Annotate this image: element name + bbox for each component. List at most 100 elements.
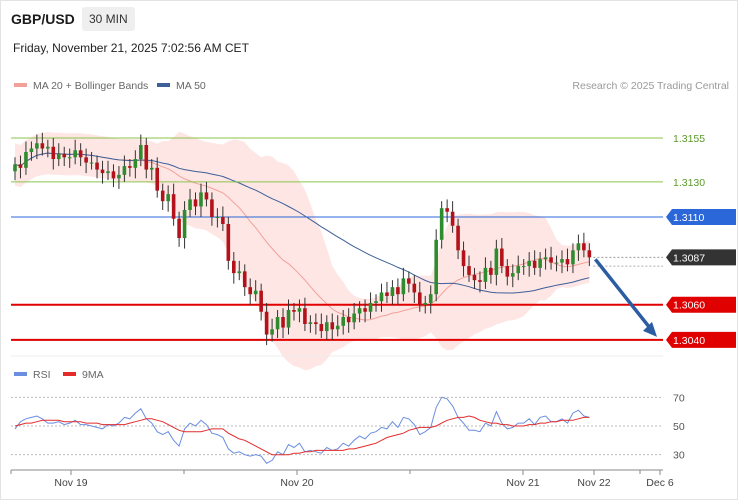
level-tag-1.3040 — [666, 331, 736, 348]
candle-body — [270, 329, 274, 335]
level-label-1.3155: 1.3155 — [673, 133, 705, 145]
candle-body — [160, 190, 165, 202]
candle-body — [303, 308, 307, 325]
candle-body — [51, 146, 56, 160]
x-tick-label: Nov 22 — [577, 477, 610, 489]
candle-body — [445, 208, 449, 212]
candle-body — [554, 262, 559, 264]
candle-body — [297, 308, 302, 312]
candle-body — [532, 260, 537, 268]
rsi-tick-50: 50 — [673, 421, 685, 433]
ma20-label: MA 20 + Bollinger Bands — [33, 80, 149, 92]
candle-body — [122, 166, 127, 175]
level-tag-1.3087 — [666, 249, 736, 266]
candle-body — [521, 266, 526, 268]
rsi-swatch — [14, 372, 27, 377]
candle-body — [423, 302, 428, 305]
candle-body — [450, 211, 455, 226]
candle-body — [324, 322, 329, 332]
candle-body — [385, 292, 389, 296]
candle-body — [248, 287, 253, 295]
candle-body — [543, 257, 548, 260]
candle-body — [253, 290, 258, 295]
candle-body — [286, 309, 291, 328]
rsi-tick-70: 70 — [673, 392, 685, 404]
candle-body — [242, 271, 247, 288]
candle-body — [560, 259, 564, 263]
candle-body — [177, 218, 181, 239]
candle-body — [352, 313, 356, 323]
candle-body — [18, 164, 23, 168]
level-label-1.3130: 1.3130 — [673, 177, 705, 189]
candle-body — [434, 239, 438, 295]
candle-body — [182, 209, 187, 239]
candle-body — [478, 280, 482, 282]
candle-body — [237, 271, 242, 274]
candle-body — [576, 243, 581, 251]
candle-body — [363, 308, 367, 312]
x-tick-label: Dec 6 — [646, 477, 674, 489]
candle-body — [193, 199, 198, 207]
ma50-swatch — [157, 83, 170, 88]
ma9-swatch — [63, 372, 76, 377]
candle-body — [292, 309, 296, 312]
candle-body — [139, 145, 143, 160]
candle-body — [24, 152, 28, 168]
candle-body — [587, 250, 592, 258]
candle-body — [571, 250, 575, 265]
ma20-swatch — [14, 83, 27, 88]
level-tag-1.3110 — [666, 208, 736, 225]
candle-body — [357, 308, 362, 314]
candle-body — [171, 194, 176, 219]
candle-body — [461, 250, 466, 267]
projection-arrow-head — [643, 321, 657, 337]
candle-body — [527, 260, 531, 267]
ma50-line — [14, 152, 590, 294]
candle-body — [149, 167, 154, 170]
candle-body — [417, 292, 422, 305]
candle-body — [67, 157, 72, 159]
legend-9ma: 9MA — [63, 369, 104, 381]
candle-body — [210, 199, 214, 217]
x-tick-label: Nov 19 — [54, 477, 87, 489]
candle-body — [188, 199, 192, 210]
candle-body — [226, 223, 231, 261]
candle-body — [275, 317, 280, 330]
candle-body — [439, 208, 444, 240]
timeframe-badge[interactable]: 30 MIN — [82, 7, 135, 31]
candle-body — [346, 317, 351, 323]
level-label-1.3087: 1.3087 — [673, 252, 705, 264]
candle-body — [221, 216, 225, 224]
rsi-label: RSI — [33, 369, 51, 381]
x-tick-label: Nov 21 — [506, 477, 539, 489]
candle-body — [84, 157, 88, 163]
candle-body — [456, 225, 460, 251]
candle-body — [155, 167, 160, 191]
bollinger-band-area — [15, 131, 590, 371]
candle-body — [78, 150, 83, 158]
candle-body — [232, 260, 236, 274]
level-label-1.3040: 1.3040 — [673, 335, 705, 347]
candle-body — [472, 274, 477, 281]
projection-arrow-shaft — [593, 258, 655, 333]
candle-body — [549, 257, 553, 263]
datetime-label: Friday, November 21, 2025 7:02:56 AM CET — [13, 41, 249, 55]
candle-body — [259, 290, 263, 312]
candle-body — [95, 162, 99, 170]
candle-body — [330, 322, 335, 330]
candle-body — [128, 166, 132, 168]
candle-body — [407, 278, 411, 284]
candle-body — [390, 287, 395, 296]
candle-body — [100, 169, 105, 174]
candle-body — [144, 145, 149, 170]
candle-body — [401, 278, 406, 295]
candle-body — [582, 243, 586, 251]
ma9-label: 9MA — [82, 369, 104, 381]
candle-body — [89, 162, 94, 164]
candle-body — [264, 311, 269, 335]
rsi-tick-30: 30 — [673, 450, 685, 462]
candle-body — [308, 322, 313, 325]
candle-body — [335, 325, 340, 330]
candle-body — [538, 259, 542, 268]
